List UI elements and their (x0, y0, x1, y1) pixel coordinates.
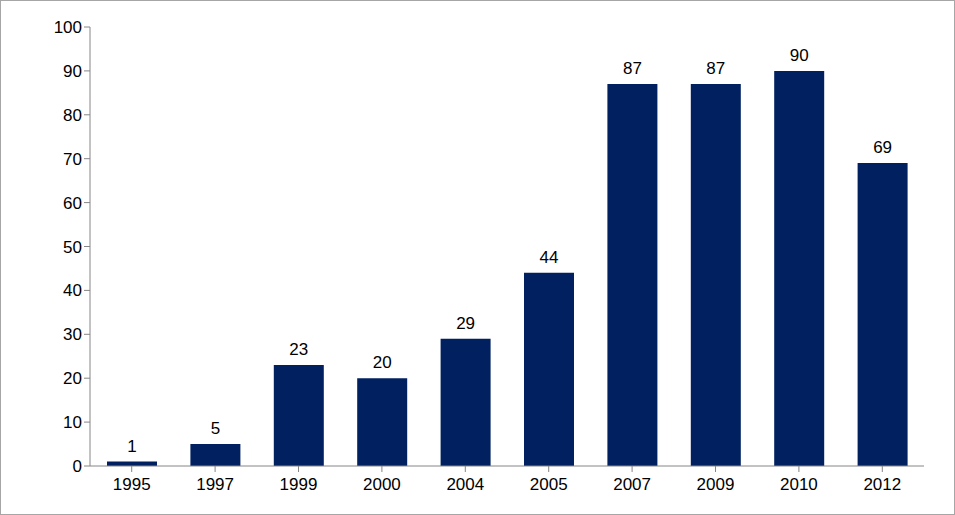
svg-text:70: 70 (63, 150, 82, 169)
svg-text:90: 90 (63, 62, 82, 81)
svg-text:87: 87 (706, 59, 725, 78)
svg-text:30: 30 (63, 325, 82, 344)
svg-text:2000: 2000 (363, 475, 401, 494)
svg-text:23: 23 (289, 340, 308, 359)
svg-text:2005: 2005 (530, 475, 568, 494)
svg-text:1999: 1999 (280, 475, 318, 494)
svg-text:87: 87 (623, 59, 642, 78)
svg-text:1995: 1995 (113, 475, 151, 494)
svg-text:2007: 2007 (613, 475, 651, 494)
svg-text:40: 40 (63, 281, 82, 300)
svg-text:90: 90 (790, 46, 809, 65)
svg-text:20: 20 (373, 353, 392, 372)
svg-text:44: 44 (540, 248, 559, 267)
svg-text:2010: 2010 (780, 475, 818, 494)
svg-text:2004: 2004 (446, 475, 484, 494)
svg-text:2012: 2012 (863, 475, 901, 494)
svg-text:20: 20 (63, 369, 82, 388)
svg-text:60: 60 (63, 194, 82, 213)
svg-text:69: 69 (873, 138, 892, 157)
svg-text:29: 29 (456, 314, 475, 333)
svg-text:100: 100 (54, 18, 82, 37)
svg-text:2009: 2009 (697, 475, 735, 494)
svg-text:80: 80 (63, 106, 82, 125)
svg-text:5: 5 (211, 419, 220, 438)
svg-text:1997: 1997 (196, 475, 234, 494)
svg-text:50: 50 (63, 238, 82, 257)
svg-text:0: 0 (73, 457, 82, 476)
svg-text:1: 1 (127, 437, 136, 456)
svg-text:10: 10 (63, 413, 82, 432)
